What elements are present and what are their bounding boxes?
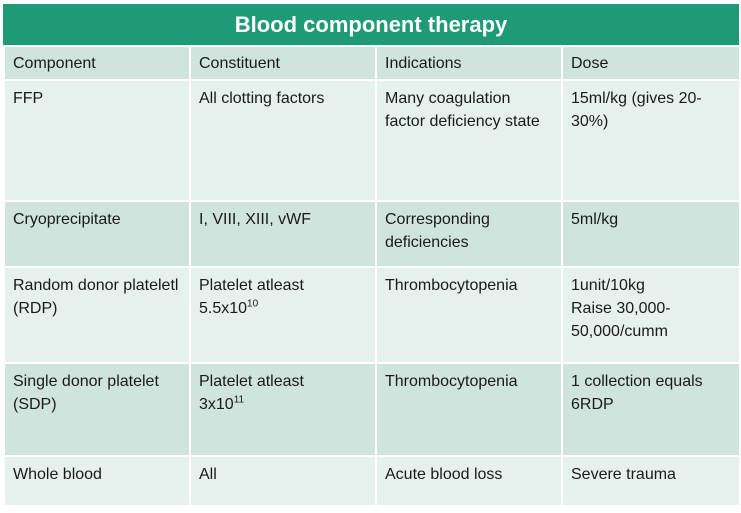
cell-component: Random donor plateletl (RDP)	[3, 266, 191, 364]
cell-constituent: All	[189, 455, 377, 507]
table-row: Cryoprecipitate I, VIII, XIII, vWF Corre…	[3, 200, 741, 268]
cell-constituent: All clotting factors	[189, 79, 377, 202]
table-row: Single donor platelet (SDP) Platelet atl…	[3, 362, 741, 457]
cell-indications: Acute blood loss	[375, 455, 563, 507]
cell-dose: 1unit/10kg Raise 30,000-50,000/cumm	[561, 266, 741, 364]
dose-line: 1unit/10kg	[571, 277, 645, 294]
cell-dose: 1 collection equals 6RDP	[561, 362, 741, 457]
cell-indications: Many coagulation factor deficiency state	[375, 79, 563, 202]
cell-indications: Thrombocytopenia	[375, 362, 563, 457]
constituent-base: 5.5x10	[199, 300, 248, 317]
constituent-prefix: Platelet atleast	[199, 373, 304, 390]
cell-component: FFP	[3, 79, 191, 202]
table-title: Blood component therapy	[3, 4, 739, 45]
cell-constituent: Platelet atleast 3x1011	[189, 362, 377, 457]
header-indications: Indications	[375, 45, 563, 81]
constituent-base: 3x10	[199, 396, 234, 413]
cell-dose: 5ml/kg	[561, 200, 741, 268]
blood-component-table: Component Constituent Indications Dose F…	[3, 45, 741, 507]
header-constituent: Constituent	[189, 45, 377, 81]
table-row: Random donor plateletl (RDP) Platelet at…	[3, 266, 741, 364]
table-row: Whole blood All Acute blood loss Severe …	[3, 455, 741, 507]
cell-component: Single donor platelet (SDP)	[3, 362, 191, 457]
slide-frame: Blood component therapy Component Consti…	[3, 4, 741, 509]
cell-dose: Severe trauma	[561, 455, 741, 507]
cell-constituent: I, VIII, XIII, vWF	[189, 200, 377, 268]
cell-component: Cryoprecipitate	[3, 200, 191, 268]
cell-indications: Thrombocytopenia	[375, 266, 563, 364]
header-component: Component	[3, 45, 191, 81]
constituent-prefix: Platelet atleast	[199, 277, 304, 294]
header-dose: Dose	[561, 45, 741, 81]
cell-dose: 15ml/kg (gives 20-30%)	[561, 79, 741, 202]
dose-line: Raise 30,000-50,000/cumm	[571, 300, 671, 340]
constituent-exponent: 10	[247, 298, 259, 310]
constituent-exponent: 11	[233, 394, 245, 406]
header-row: Component Constituent Indications Dose	[3, 45, 741, 81]
cell-constituent: Platelet atleast 5.5x1010	[189, 266, 377, 364]
table-row: FFP All clotting factors Many coagulatio…	[3, 79, 741, 202]
cell-component: Whole blood	[3, 455, 191, 507]
cell-indications: Corresponding deficiencies	[375, 200, 563, 268]
